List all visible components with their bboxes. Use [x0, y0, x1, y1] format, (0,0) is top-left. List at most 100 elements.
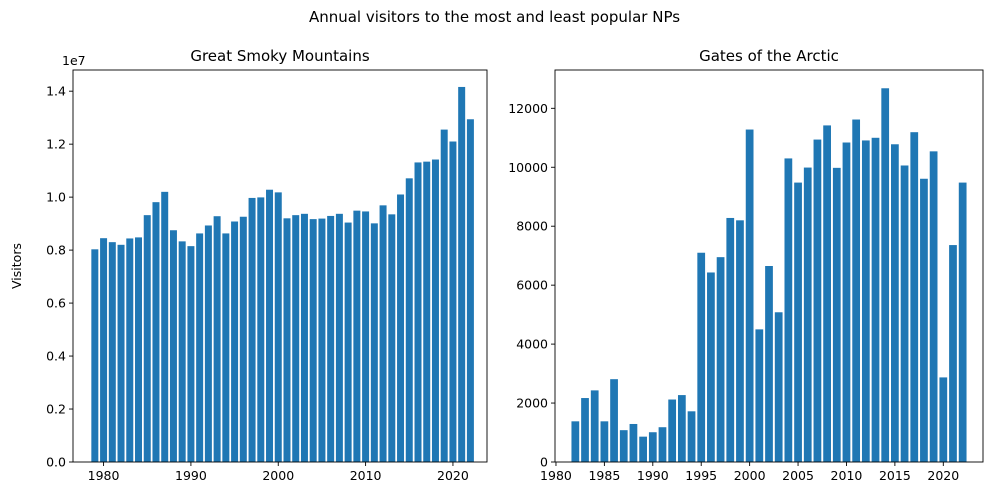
panel-2-bar — [745, 129, 754, 463]
panel-2-bar — [861, 140, 870, 462]
panel-1-bar — [309, 219, 317, 462]
panel-2-ytick-label: 8000 — [516, 219, 548, 234]
panel-2-bar — [668, 399, 677, 462]
panel-1-bar — [388, 214, 396, 462]
panel-2-bar — [677, 395, 686, 462]
panel-1-bar — [327, 215, 335, 462]
panel-1-ytick-label: 0.4 — [46, 349, 66, 364]
panel-2-bar — [891, 144, 899, 462]
panel-2-bar — [590, 390, 599, 462]
panel-2-bar — [774, 312, 783, 462]
panel-1-bar — [449, 141, 457, 462]
panel-2-bar — [900, 165, 909, 463]
panel-1-bar — [274, 192, 282, 462]
panel-1-bar — [431, 159, 439, 462]
panel-2-xtick-label: 1990 — [637, 468, 669, 483]
panel-1-bar — [300, 213, 308, 462]
panel-2-ytick-label: 2000 — [516, 396, 548, 411]
panel-1-bar — [135, 237, 142, 462]
panel-2-bar — [852, 119, 861, 463]
panel-2-bar — [726, 217, 735, 462]
panel-2-bar — [697, 252, 706, 462]
panel-2-axes-frame — [554, 69, 984, 463]
panel-2-bar — [687, 411, 696, 462]
panel-2-ytick-label: 6000 — [516, 278, 548, 293]
panel-2-bar — [803, 167, 812, 462]
panel-1-bar — [423, 161, 431, 462]
panel-1-bar — [100, 238, 108, 462]
panel-1-bar — [318, 218, 326, 462]
panel-1-ytick-label: 1.0 — [46, 190, 66, 205]
panel-1-xtick-label: 2020 — [437, 468, 469, 483]
panel-1-bar — [266, 189, 274, 462]
panel-1-bar — [178, 241, 186, 462]
panel-1-offset-label: 1e7 — [62, 53, 86, 68]
panel-2-bar — [639, 436, 647, 462]
panel-1-bar — [458, 86, 466, 462]
panel-2-bar — [939, 377, 948, 462]
panel-1-bar — [213, 216, 221, 462]
panel-1-bar — [405, 178, 413, 462]
panel-2-bar — [707, 272, 715, 462]
panel-2-xtick-label: 2010 — [831, 468, 863, 483]
panel-2-bar — [832, 167, 841, 462]
panel-2-bar — [736, 220, 744, 462]
panel-1-bar — [362, 211, 370, 462]
panel-1-bar — [152, 202, 160, 463]
panel-1-bar — [335, 213, 343, 462]
panel-2-bar — [765, 266, 773, 462]
panel-2-bar — [958, 182, 967, 462]
panel-2-bar — [755, 329, 764, 462]
panel-2-bar — [910, 132, 919, 462]
panel-1-ylabel: Visitors — [9, 243, 24, 289]
panel-1-xtick-label: 1980 — [88, 468, 120, 483]
panel-1-bar — [108, 242, 116, 462]
panel-1-bar — [370, 223, 378, 462]
panel-2-xtick-label: 2000 — [734, 468, 766, 483]
panel-2-bar — [571, 421, 580, 462]
panel-1-bar — [466, 119, 474, 462]
panel-2-xtick-label: 1995 — [685, 468, 717, 483]
panel-1-ytick-label: 0.2 — [46, 402, 66, 417]
panel-1-bar — [344, 222, 352, 462]
panel-2-bar — [648, 432, 657, 462]
panel-1-ytick-label: 0.0 — [46, 455, 66, 470]
panel-2-bar — [813, 139, 822, 462]
panel-1-bar — [353, 210, 361, 462]
panel-2-bar — [949, 245, 957, 462]
panel-1-ytick-label: 1.2 — [46, 137, 66, 152]
panel-1-bar — [397, 194, 405, 463]
panel-1-bar — [239, 216, 247, 462]
panel-2-bar — [929, 151, 938, 462]
panel-1-bar — [143, 215, 151, 462]
panel-1-title: Great Smoky Mountains — [190, 47, 370, 65]
panel-2-bar — [610, 379, 618, 462]
panel-1-ytick-label: 0.8 — [46, 243, 66, 258]
panel-2-bar — [881, 88, 890, 463]
panel-2-xtick-label: 2015 — [879, 468, 911, 483]
panel-1-bar — [414, 162, 422, 462]
panel-1-bar — [91, 249, 99, 462]
panel-2-ytick-label: 0 — [540, 455, 548, 470]
panel-1-bar — [222, 233, 230, 462]
panel-1-bar — [231, 221, 239, 462]
panel-2-xtick-label: 2005 — [782, 468, 814, 483]
panel-1-bar — [204, 225, 212, 462]
panel-2-xtick-label: 1980 — [540, 468, 572, 483]
panel-2-bar — [629, 423, 638, 462]
figure-title: Annual visitors to the most and least po… — [308, 8, 681, 26]
panel-1-xtick-label: 1990 — [175, 468, 207, 483]
panel-2-ytick-label: 10000 — [508, 160, 548, 175]
panel-1-bar — [169, 230, 177, 462]
panel-1-bar — [117, 244, 125, 462]
panel-1-bar — [248, 197, 256, 462]
panel-1-bar — [196, 233, 204, 462]
panel-1-ytick-label: 1.4 — [46, 84, 66, 99]
panel-2-bar — [716, 257, 725, 462]
panel-2-bar — [823, 125, 831, 462]
panel-1-xtick-label: 2010 — [350, 468, 382, 483]
panel-1-ytick-label: 0.6 — [46, 296, 66, 311]
panel-1-bar — [161, 191, 169, 462]
